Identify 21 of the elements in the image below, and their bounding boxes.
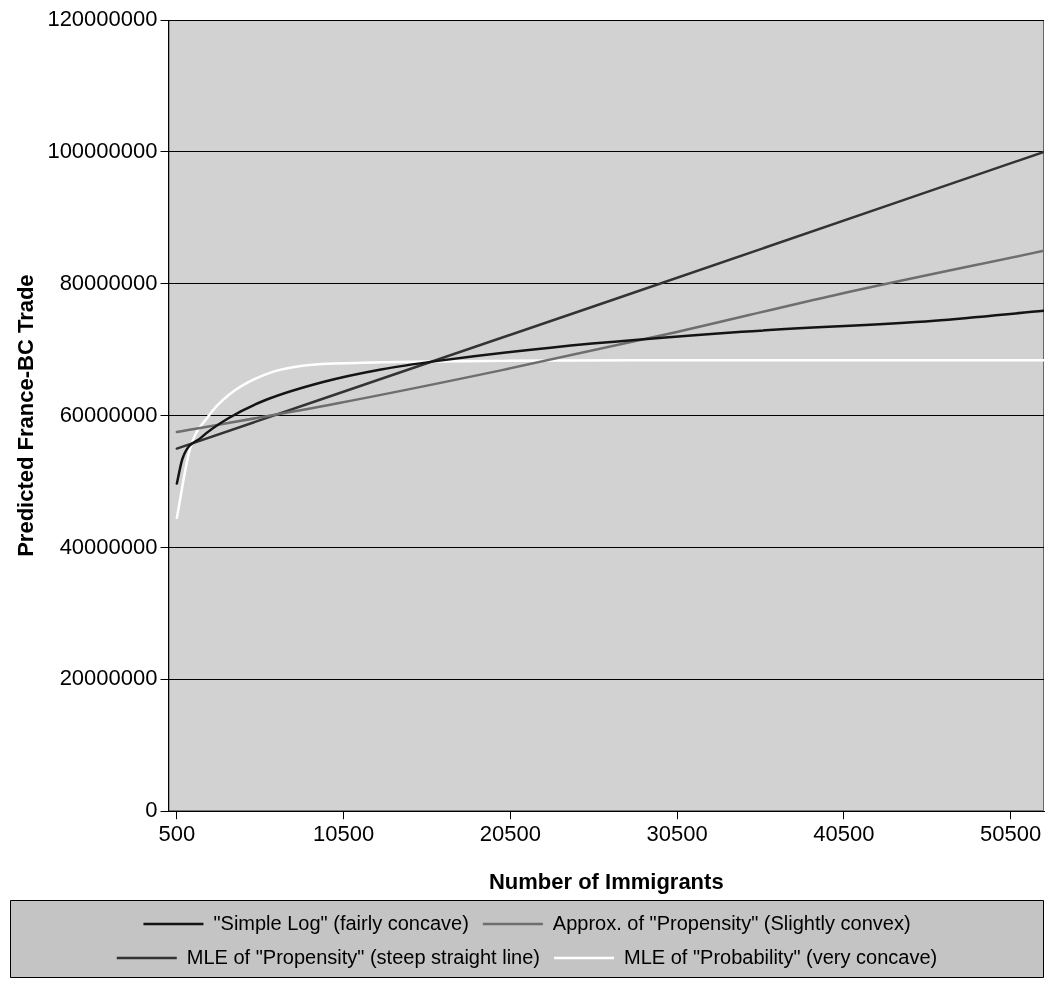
line-series: [175, 309, 1044, 485]
x-tick-label: 500: [158, 821, 196, 847]
x-tick-label: 30500: [646, 821, 708, 847]
y-tick-label: 0: [145, 797, 158, 823]
x-tick-label: 10500: [313, 821, 375, 847]
legend-label: Approx. of "Propensity" (Slightly convex): [552, 911, 911, 934]
y-tick-label: 20000000: [59, 665, 158, 691]
y-tick-label: 120000000: [47, 6, 158, 32]
x-tick-label: 50500: [980, 821, 1042, 847]
y-axis-title: Predicted France-BC Trade: [13, 274, 39, 557]
legend-label: "Simple Log" (fairly concave): [213, 911, 469, 934]
y-tick-label: 40000000: [59, 533, 158, 559]
y-tick-label: 100000000: [47, 137, 158, 163]
legend-label: MLE of "Probability" (very concave): [624, 945, 938, 968]
y-tick-label: 80000000: [59, 269, 158, 295]
x-tick-label: 40500: [813, 821, 875, 847]
x-axis-title: Number of Immigrants: [488, 868, 724, 894]
line-series: [175, 358, 1044, 520]
y-tick-label: 60000000: [59, 401, 158, 427]
legend-label: MLE of "Propensity" (steep straight line): [186, 945, 541, 968]
x-tick-label: 20500: [479, 821, 541, 847]
